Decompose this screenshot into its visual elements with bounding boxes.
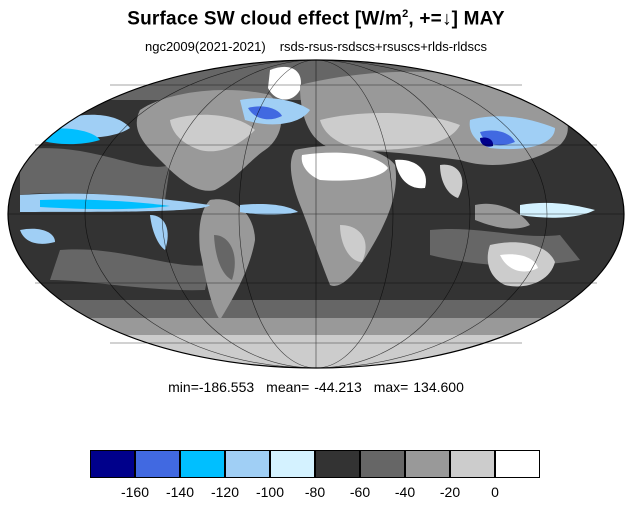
colorbar-tick-label: -80: [304, 484, 326, 500]
south-africa: [340, 225, 366, 262]
colorbar-tick-label: -140: [165, 484, 195, 500]
south-pacific-cloud: [50, 249, 210, 291]
colorbar-cell: [270, 450, 315, 478]
colorbar-tick-label: 0: [491, 484, 499, 500]
title-main: Surface SW cloud effect [W/m: [127, 8, 403, 30]
west-pacific-cloud: [20, 228, 55, 244]
colorbar-tick-label: -60: [349, 484, 371, 500]
stat-mean: mean= -44.213: [266, 379, 362, 395]
colorbar-cell: [180, 450, 225, 478]
colorbar-tick-label: -120: [210, 484, 240, 500]
colorbar-cell: [225, 450, 270, 478]
colorbar-tick-label: -20: [439, 484, 461, 500]
subtitle-run: ngc2009(2021-2021): [144, 39, 266, 54]
colorbar-tick-label: -160: [120, 484, 150, 500]
pacific-ne-cloud: [20, 148, 170, 200]
arabia: [395, 159, 426, 189]
colorbar-cell: [495, 450, 540, 478]
subtitle: ngc2009(2021-2021) rsds-rsus-rsdscs+rsusc…: [0, 39, 632, 54]
title-tail: , +=↓] MAY: [408, 8, 505, 30]
africa: [290, 145, 396, 286]
nw-pacific-cloud-peak: [480, 137, 494, 147]
maritime-continent: [475, 203, 530, 229]
map-border: [7, 59, 625, 369]
colorbar-tick-label: -40: [394, 484, 416, 500]
subtitle-formula: rsds-rsus-rsdscs+rsuscs+rlds-rldscs: [279, 39, 488, 54]
colorbar-cell: [90, 450, 135, 478]
colorbar-cell: [405, 450, 450, 478]
greenland: [268, 66, 301, 100]
title-superscript: 2: [402, 8, 409, 20]
stats-line: min=-186.553 mean= -44.213 max= 134.600: [0, 379, 632, 395]
itcz-pacific-core: [40, 199, 170, 210]
india: [440, 164, 463, 198]
colorbar-tick-label: -100: [255, 484, 285, 500]
australia-interior: [500, 254, 538, 272]
colorbar-cell: [450, 450, 495, 478]
sahara: [301, 152, 388, 181]
itcz-atlantic: [240, 203, 298, 215]
stat-min: min=-186.553: [168, 379, 255, 395]
colorbar-cell: [135, 450, 180, 478]
amazon: [214, 235, 235, 280]
colorbar-cell: [360, 450, 405, 478]
central-asia: [320, 113, 460, 150]
east-pacific-cloud: [150, 215, 168, 250]
colorbar-cell: [315, 450, 360, 478]
stat-max: max= 134.600: [373, 379, 464, 395]
page-title: Surface SW cloud effect [W/m2, +=↓] MAY: [0, 8, 632, 30]
